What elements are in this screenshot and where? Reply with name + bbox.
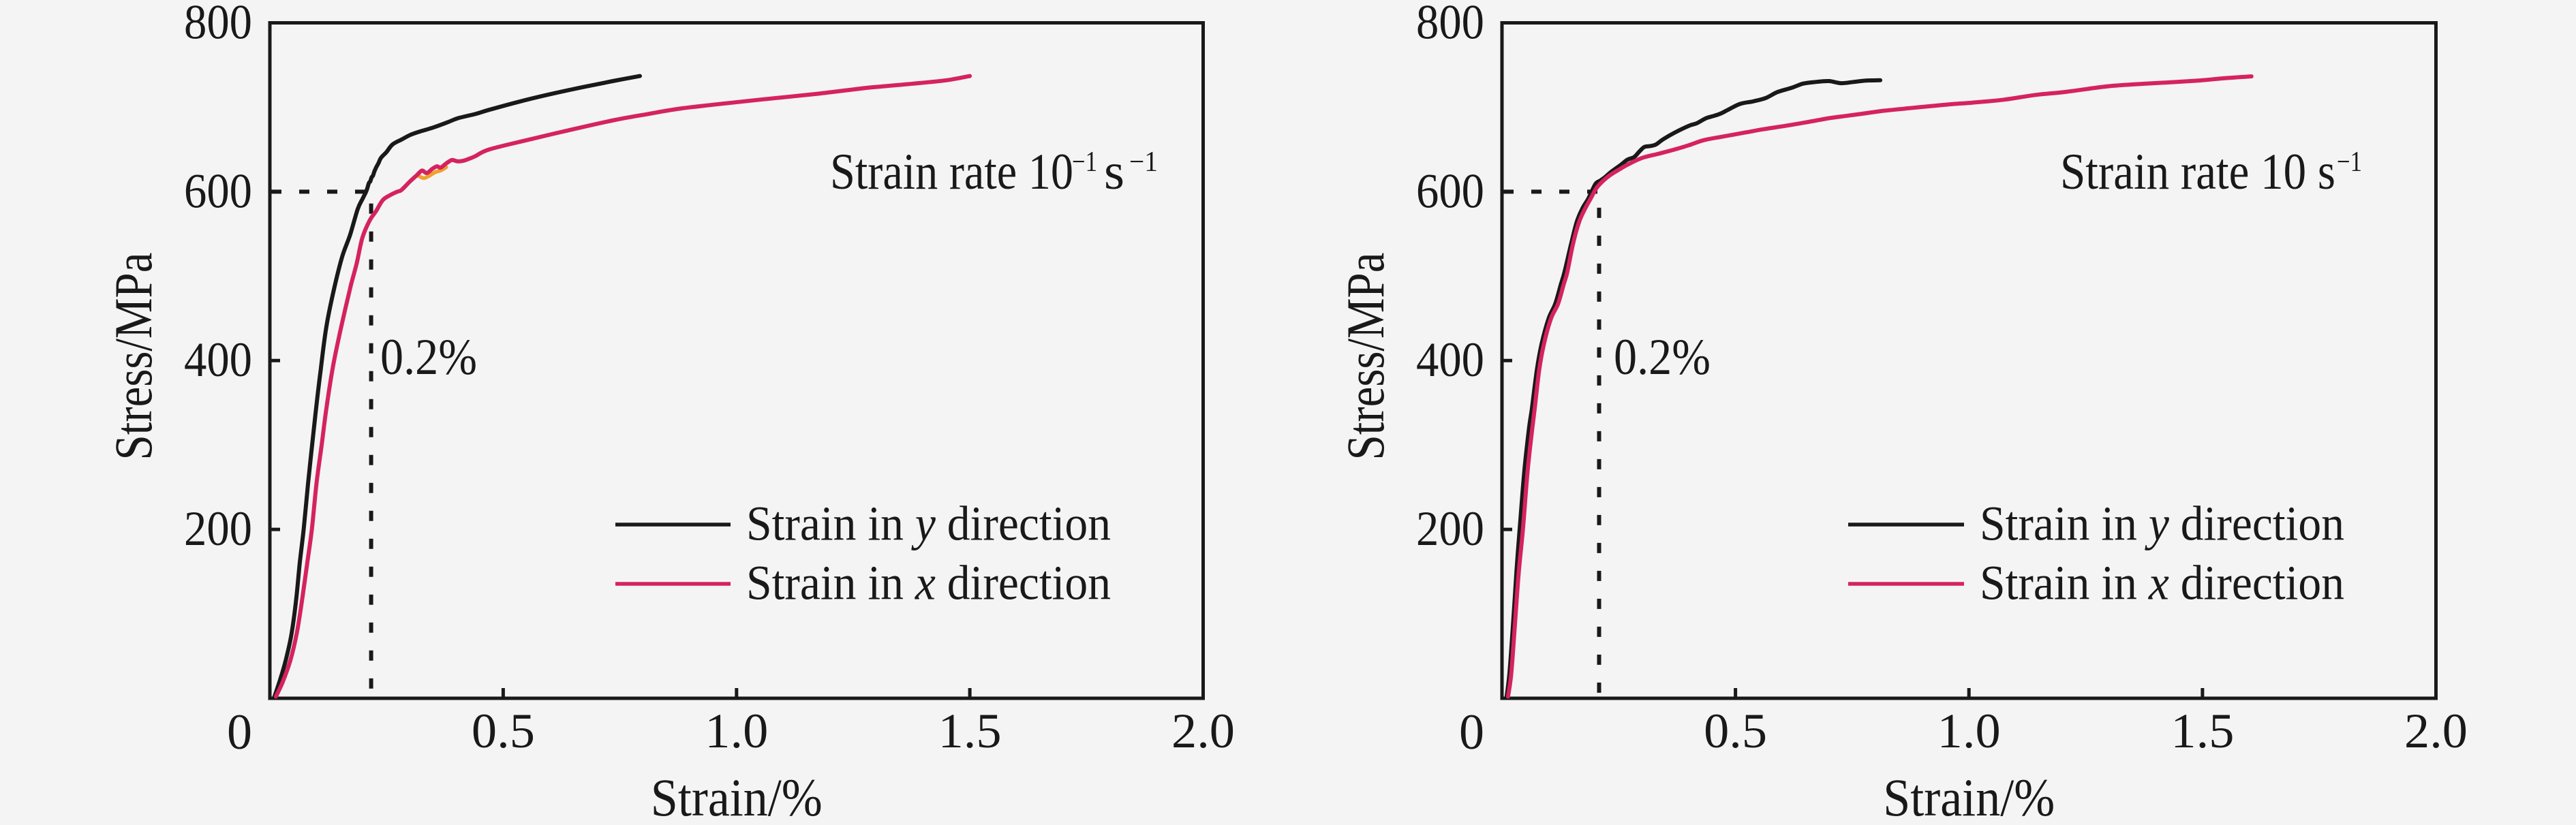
svg-text:Strain/%: Strain/% — [651, 768, 823, 825]
svg-text:200: 200 — [184, 501, 252, 556]
svg-text:Strain/%: Strain/% — [1883, 768, 2055, 825]
svg-text:−1: −1 — [1072, 146, 1097, 178]
svg-text:Strain in x direction: Strain in x direction — [746, 556, 1111, 610]
svg-text:Strain in x direction: Strain in x direction — [1980, 556, 2344, 610]
svg-text:−1: −1 — [2337, 146, 2362, 178]
svg-text:600: 600 — [1416, 164, 1484, 218]
svg-text:0.2%: 0.2% — [380, 329, 477, 386]
svg-text:1.5: 1.5 — [938, 704, 1002, 758]
svg-text:1.0: 1.0 — [705, 704, 768, 758]
svg-text:1.0: 1.0 — [1937, 704, 2001, 758]
svg-text:Strain in y direction: Strain in y direction — [1980, 497, 2344, 551]
svg-text:200: 200 — [1416, 501, 1484, 556]
svg-text:400: 400 — [184, 332, 252, 387]
svg-text:0.5: 0.5 — [472, 704, 535, 758]
svg-text:−1: −1 — [1129, 146, 1158, 178]
svg-text:600: 600 — [184, 164, 252, 218]
svg-text:800: 800 — [184, 0, 252, 50]
svg-text:0: 0 — [1459, 704, 1484, 760]
svg-text:Strain in y direction: Strain in y direction — [746, 497, 1111, 551]
svg-text:2.0: 2.0 — [1171, 704, 1235, 758]
svg-text:Stress/MPa: Stress/MPa — [1336, 253, 1395, 461]
svg-text:0.5: 0.5 — [1704, 704, 1767, 758]
svg-text:800: 800 — [1416, 0, 1484, 50]
svg-text:2.0: 2.0 — [2404, 704, 2468, 758]
svg-text:0: 0 — [227, 704, 252, 760]
svg-text:400: 400 — [1416, 332, 1484, 387]
svg-text:Stress/MPa: Stress/MPa — [104, 253, 163, 461]
svg-text:Strain rate 10: Strain rate 10 — [830, 144, 1073, 200]
svg-text:0.2%: 0.2% — [1614, 329, 1711, 386]
svg-text:Strain rate 10 s: Strain rate 10 s — [2060, 144, 2335, 200]
svg-text:s: s — [1104, 144, 1124, 200]
svg-text:1.5: 1.5 — [2171, 704, 2234, 758]
